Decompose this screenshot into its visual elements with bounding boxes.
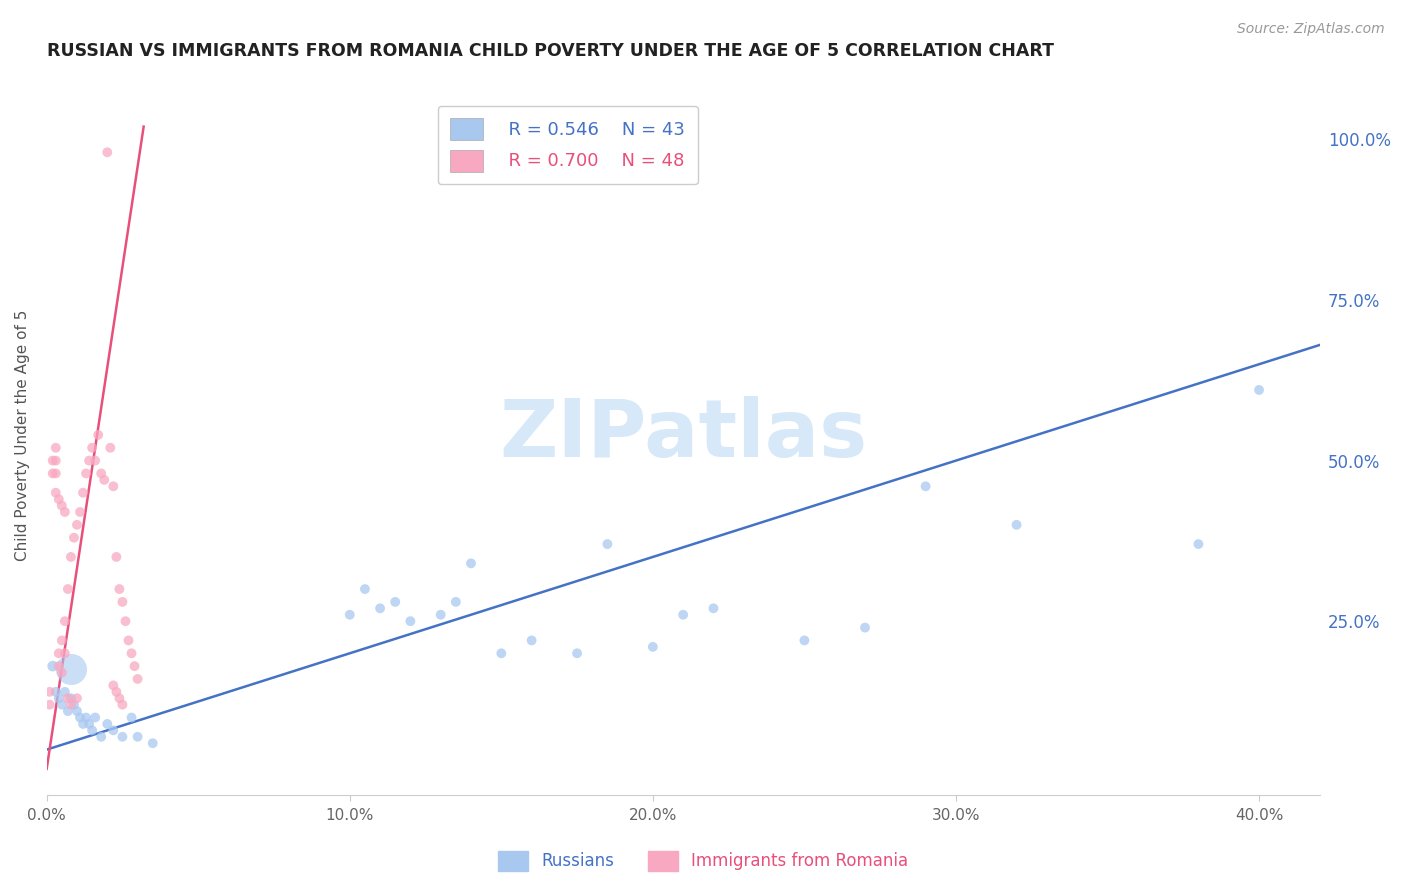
Point	[84, 710, 107, 724]
Point	[66, 691, 89, 706]
Point	[72, 717, 94, 731]
Point	[793, 633, 815, 648]
Point	[565, 646, 588, 660]
Point	[53, 685, 76, 699]
Point	[702, 601, 724, 615]
Point	[56, 691, 79, 706]
Y-axis label: Child Poverty Under the Age of 5: Child Poverty Under the Age of 5	[15, 310, 30, 560]
Point	[142, 736, 165, 750]
Point	[42, 453, 65, 467]
Point	[384, 595, 406, 609]
Point	[127, 672, 149, 686]
Point	[914, 479, 936, 493]
Point	[38, 698, 60, 712]
Point	[399, 614, 422, 628]
Point	[444, 595, 467, 609]
Point	[111, 730, 134, 744]
Point	[87, 428, 110, 442]
Point	[56, 704, 79, 718]
Point	[45, 467, 67, 481]
Point	[90, 467, 112, 481]
Point	[111, 698, 134, 712]
Point	[96, 145, 118, 160]
Point	[105, 685, 128, 699]
Point	[429, 607, 451, 622]
Point	[127, 730, 149, 744]
Point	[114, 614, 136, 628]
Point	[103, 723, 125, 738]
Point	[45, 685, 67, 699]
Point	[51, 499, 73, 513]
Point	[103, 479, 125, 493]
Text: RUSSIAN VS IMMIGRANTS FROM ROMANIA CHILD POVERTY UNDER THE AGE OF 5 CORRELATION : RUSSIAN VS IMMIGRANTS FROM ROMANIA CHILD…	[46, 42, 1053, 60]
Point	[59, 698, 82, 712]
Point	[96, 717, 118, 731]
Point	[56, 582, 79, 596]
Point	[63, 698, 86, 712]
Point	[48, 691, 70, 706]
Point	[491, 646, 513, 660]
Point	[108, 582, 131, 596]
Point	[105, 549, 128, 564]
Point	[53, 505, 76, 519]
Point	[48, 492, 70, 507]
Point	[42, 467, 65, 481]
Point	[72, 485, 94, 500]
Point	[121, 710, 143, 724]
Point	[108, 691, 131, 706]
Point	[53, 614, 76, 628]
Point	[69, 505, 91, 519]
Point	[117, 633, 139, 648]
Point	[59, 691, 82, 706]
Point	[354, 582, 377, 596]
Point	[45, 485, 67, 500]
Point	[59, 662, 82, 676]
Point	[51, 698, 73, 712]
Point	[93, 473, 115, 487]
Point	[84, 453, 107, 467]
Point	[1005, 517, 1028, 532]
Point	[75, 467, 97, 481]
Text: ZIPatlas: ZIPatlas	[499, 396, 868, 474]
Point	[77, 453, 100, 467]
Point	[82, 723, 104, 738]
Point	[641, 640, 664, 654]
Point	[111, 595, 134, 609]
Point	[53, 646, 76, 660]
Point	[59, 549, 82, 564]
Point	[63, 531, 86, 545]
Point	[82, 441, 104, 455]
Point	[520, 633, 543, 648]
Point	[1187, 537, 1209, 551]
Point	[51, 633, 73, 648]
Point	[42, 659, 65, 673]
Point	[45, 441, 67, 455]
Point	[672, 607, 695, 622]
Text: Source: ZipAtlas.com: Source: ZipAtlas.com	[1237, 22, 1385, 37]
Point	[77, 717, 100, 731]
Point	[48, 659, 70, 673]
Point	[75, 710, 97, 724]
Point	[90, 730, 112, 744]
Point	[121, 646, 143, 660]
Point	[66, 704, 89, 718]
Point	[69, 710, 91, 724]
Point	[853, 621, 876, 635]
Point	[38, 685, 60, 699]
Legend:   R = 0.546    N = 43,   R = 0.700    N = 48: R = 0.546 N = 43, R = 0.700 N = 48	[437, 106, 697, 184]
Point	[368, 601, 391, 615]
Legend: Russians, Immigrants from Romania: Russians, Immigrants from Romania	[489, 842, 917, 880]
Point	[596, 537, 619, 551]
Point	[124, 659, 146, 673]
Point	[45, 453, 67, 467]
Point	[1247, 383, 1270, 397]
Point	[51, 665, 73, 680]
Point	[48, 646, 70, 660]
Point	[103, 678, 125, 692]
Point	[339, 607, 361, 622]
Point	[460, 557, 482, 571]
Point	[98, 441, 121, 455]
Point	[66, 517, 89, 532]
